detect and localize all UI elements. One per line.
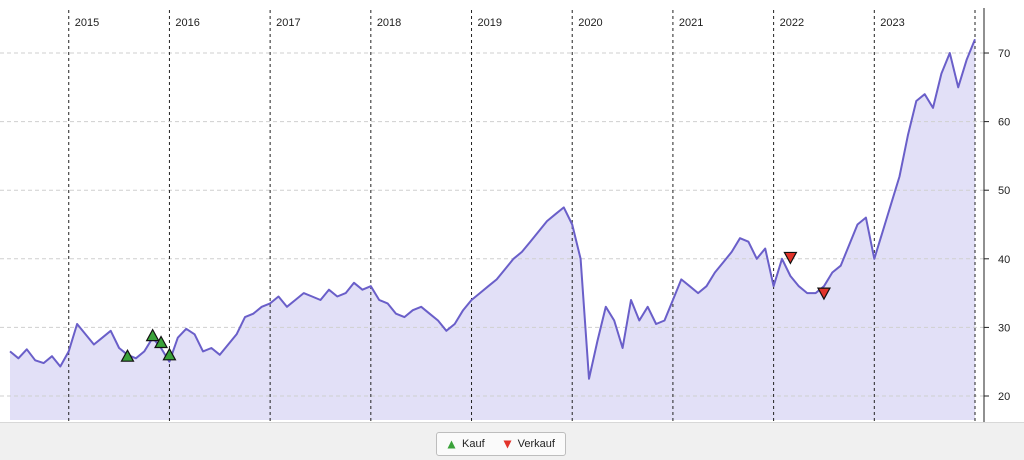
legend-item-sell[interactable]: Verkauf [503, 438, 555, 450]
legend-label-sell: Verkauf [517, 438, 555, 450]
signal-layer [120, 251, 831, 362]
legend-item-buy[interactable]: Kauf [447, 438, 485, 450]
buy-triangle-icon [447, 440, 456, 448]
year-label: 2017 [276, 17, 300, 29]
year-label: 2019 [478, 17, 502, 29]
y-axis: 20 30 40 50 60 70 [983, 8, 1010, 422]
sell-signal-marker [783, 251, 798, 265]
grid-layer [0, 52, 984, 397]
price-area [10, 39, 975, 421]
y-tick-label: 70 [998, 48, 1010, 60]
y-tick-label: 60 [998, 117, 1010, 129]
legend-label-buy: Kauf [462, 438, 485, 450]
buy-signal-marker [145, 328, 160, 342]
year-label: 2018 [377, 17, 401, 29]
year-label: 2022 [780, 17, 804, 29]
year-label: 2023 [880, 17, 904, 29]
year-label: 2015 [75, 17, 99, 29]
year-label: 2020 [578, 17, 602, 29]
year-marker-layer: 2015 2016 2017 2018 2019 2020 2021 2022 2023 [68, 10, 976, 422]
sell-signal-marker [816, 287, 831, 301]
chart-footer: Kauf Verkauf [0, 422, 1024, 460]
area-layer [10, 39, 975, 421]
year-label: 2016 [175, 17, 199, 29]
sell-triangle-icon [503, 440, 512, 448]
price-chart: 2015 2016 2017 2018 2019 2020 2021 2022 2023 20 3… [0, 8, 1010, 422]
year-label: 2021 [679, 17, 703, 29]
buy-signal-marker [162, 347, 177, 361]
buy-signal-marker [154, 335, 169, 349]
y-tick-label: 20 [998, 391, 1010, 403]
buy-signal-marker [120, 348, 135, 362]
y-tick-label: 30 [998, 322, 1010, 334]
legend: Kauf Verkauf [436, 432, 566, 456]
y-tick-label: 50 [998, 185, 1010, 197]
y-tick-label: 40 [998, 254, 1010, 266]
